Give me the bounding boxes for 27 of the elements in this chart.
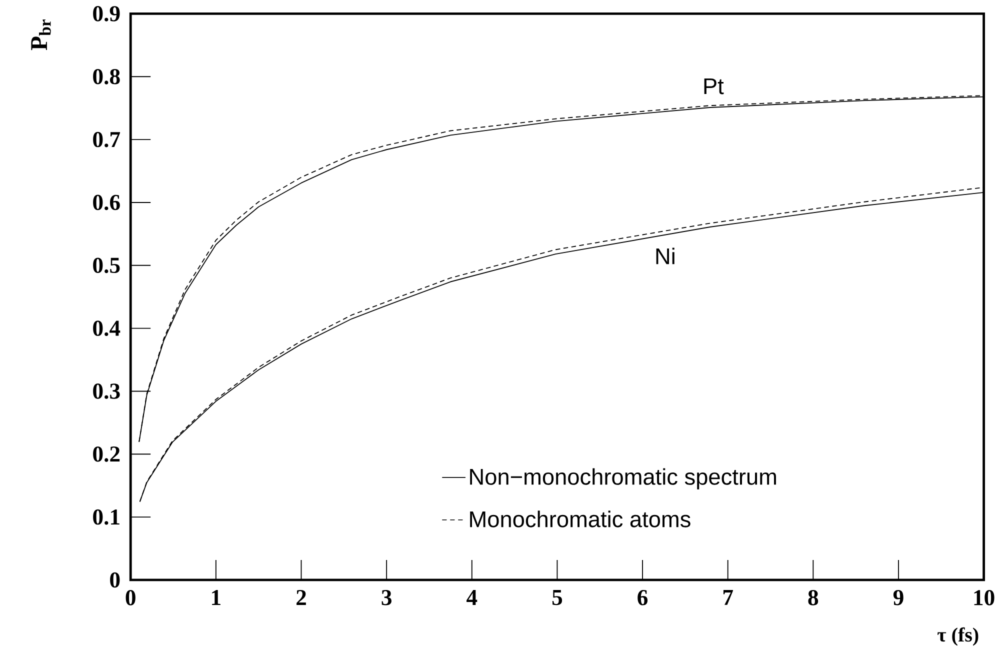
x-tick-label: 1 xyxy=(212,590,220,605)
x-tick-label: 0 xyxy=(126,590,136,606)
x-tick-label: 8 xyxy=(808,590,818,606)
x-tick-label: 10 xyxy=(974,590,994,606)
y-tick-label: 0.5 xyxy=(93,258,120,274)
y-tick-label: 0.3 xyxy=(93,384,120,399)
x-tick-label: 2 xyxy=(296,590,306,606)
legend-label: Non−monochromatic spectrum xyxy=(470,468,776,490)
y-tick-label: 0.9 xyxy=(93,6,120,22)
x-tick-label: 3 xyxy=(382,590,392,606)
legend-label: Monochromatic atoms xyxy=(470,510,690,528)
y-tick-label: 0.1 xyxy=(93,509,120,525)
x-tick-label: 5 xyxy=(552,590,562,606)
y-axis-title: P$_{br}$ xyxy=(31,19,51,50)
y-tick-label: 0.2 xyxy=(93,446,120,462)
y-tick-label: 0.6 xyxy=(93,194,120,210)
x-tick-label: 6 xyxy=(638,590,648,606)
x-axis-title: τ (fs) xyxy=(938,627,978,646)
x-tick-label: 4 xyxy=(466,590,478,605)
y-tick-label: 0.8 xyxy=(93,68,120,84)
annotation: Pt xyxy=(704,78,724,94)
y-tick-label: 0.4 xyxy=(93,320,120,336)
y-tick-label: 0.7 xyxy=(93,132,120,148)
x-tick-label: 7 xyxy=(723,590,733,605)
x-tick-label: 9 xyxy=(893,590,904,606)
y-tick-label: 0 xyxy=(110,572,120,588)
annotation: Ni xyxy=(656,248,674,264)
